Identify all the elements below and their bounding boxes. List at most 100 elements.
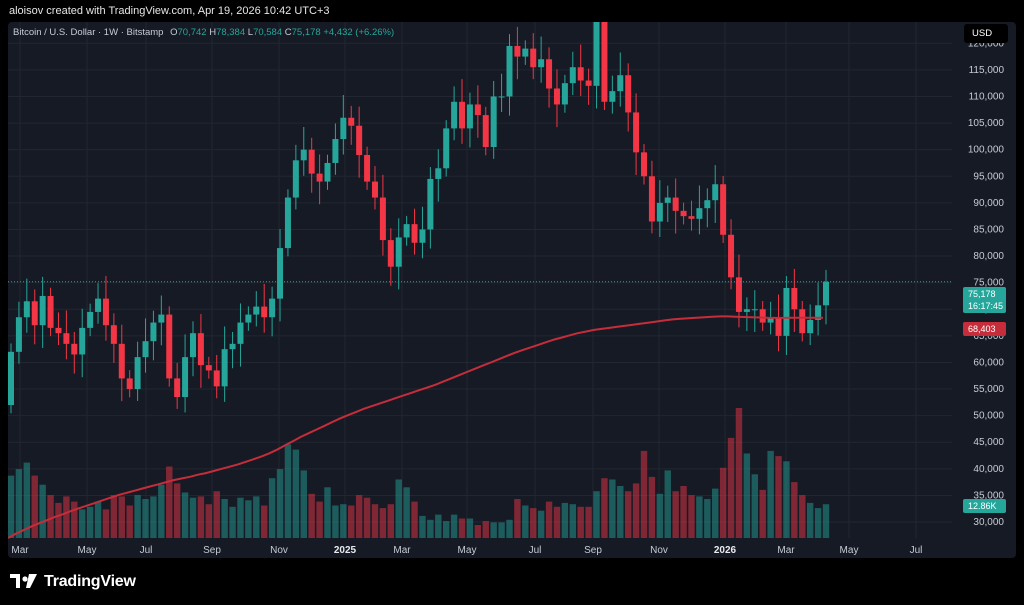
volume-bar [419, 515, 426, 538]
candle [538, 59, 545, 68]
candle [799, 309, 806, 334]
y-tick-label: 65,000 [973, 331, 1004, 342]
volume-bar [617, 486, 624, 538]
candle [514, 45, 521, 57]
tradingview-logo[interactable]: TradingView [10, 573, 136, 591]
y-tick-label: 60,000 [973, 357, 1004, 368]
candle [720, 184, 727, 235]
candle [371, 181, 378, 198]
candle [735, 277, 742, 312]
currency-button[interactable]: USD [964, 24, 1008, 43]
bar-countdown: 16:17:45 [968, 301, 1004, 311]
volume-bar [166, 466, 173, 538]
volume-bar [55, 502, 62, 538]
volume-bar [47, 495, 54, 538]
candle [656, 202, 663, 222]
candle [633, 112, 640, 153]
volume-bar [767, 450, 774, 538]
candle [245, 314, 252, 323]
chart-panel[interactable]: 120,000 115,000 110,000 105,000 100,000 95,00… [8, 22, 1016, 558]
candle [261, 306, 268, 318]
candle [23, 301, 30, 318]
volume-bar [181, 492, 189, 538]
x-tick-label: Jul [140, 545, 153, 556]
candle [577, 67, 584, 81]
candle [775, 317, 782, 336]
volume-bar [545, 501, 553, 538]
price-chart[interactable]: 120,000 115,000 110,000 105,000 100,000 95,00… [8, 22, 1016, 558]
candle [55, 327, 62, 334]
volume-bar [640, 450, 648, 538]
candle [348, 117, 355, 126]
candle [530, 48, 537, 68]
x-tick-label: May [840, 545, 859, 556]
volume-bar [63, 496, 70, 538]
candle [490, 96, 497, 148]
y-tick-label: 55,000 [973, 384, 1004, 395]
volume-bar [102, 509, 110, 538]
candle [688, 216, 695, 219]
candle [118, 343, 125, 379]
candle [213, 370, 220, 387]
volume-bar [775, 456, 782, 538]
volume-bar [609, 479, 616, 538]
volume-bar [593, 491, 600, 538]
volume-bar [79, 509, 86, 538]
x-tick-label: 2025 [334, 545, 357, 556]
candle [229, 343, 236, 350]
volume-bar [31, 475, 38, 538]
candle [205, 365, 212, 371]
legend-low-label: L [247, 27, 254, 38]
volume-bar [719, 467, 727, 538]
candle [561, 83, 568, 105]
candle [158, 314, 165, 323]
x-tick-label: Sep [203, 545, 221, 556]
brand-name: TradingView [44, 573, 136, 590]
volume-bar [39, 484, 46, 538]
candle [498, 96, 505, 98]
candle [791, 287, 798, 310]
candle [625, 75, 632, 113]
volume-bar [94, 501, 102, 538]
candle [189, 333, 196, 358]
candle [664, 197, 671, 203]
volume-bar [8, 475, 15, 538]
volume-bar [332, 505, 339, 538]
volume-bar [363, 497, 371, 538]
volume-bar [712, 488, 719, 538]
volume-bar [158, 484, 165, 538]
volume-bar [268, 478, 276, 538]
volume-bar [561, 502, 569, 538]
y-tick-label: 75,000 [973, 278, 1004, 289]
x-tick-label: Jul [910, 545, 923, 556]
volume-bar [23, 462, 31, 538]
candle [332, 139, 339, 163]
volume-bar [126, 505, 133, 538]
chart-legend: Bitcoin / U.S. Dollar · 1W · Bitstamp O7… [13, 27, 394, 38]
candle [277, 248, 284, 299]
x-tick-label: Mar [777, 545, 795, 556]
candle [102, 298, 109, 326]
volume-bar [284, 444, 292, 538]
volume-bar [300, 470, 307, 538]
candle [364, 154, 371, 182]
y-tick-label: 30,000 [973, 517, 1004, 528]
candle [617, 75, 624, 92]
volume-bar [759, 489, 766, 538]
volume-bar [442, 521, 450, 538]
legend-low: 70,584 [253, 27, 283, 38]
y-tick-label: 50,000 [973, 411, 1004, 422]
candle [807, 319, 814, 334]
last-price-value: 75,178 [968, 289, 996, 299]
candle [292, 160, 299, 198]
candle [411, 224, 418, 243]
candle [387, 240, 394, 267]
volume-bar [71, 501, 78, 538]
volume-bar [387, 504, 395, 538]
x-tick-label: Mar [11, 545, 29, 556]
candle [31, 301, 38, 326]
volume-bar [696, 496, 703, 538]
volume-bar [537, 510, 545, 538]
candle [680, 210, 687, 217]
volume-bar [530, 508, 537, 538]
